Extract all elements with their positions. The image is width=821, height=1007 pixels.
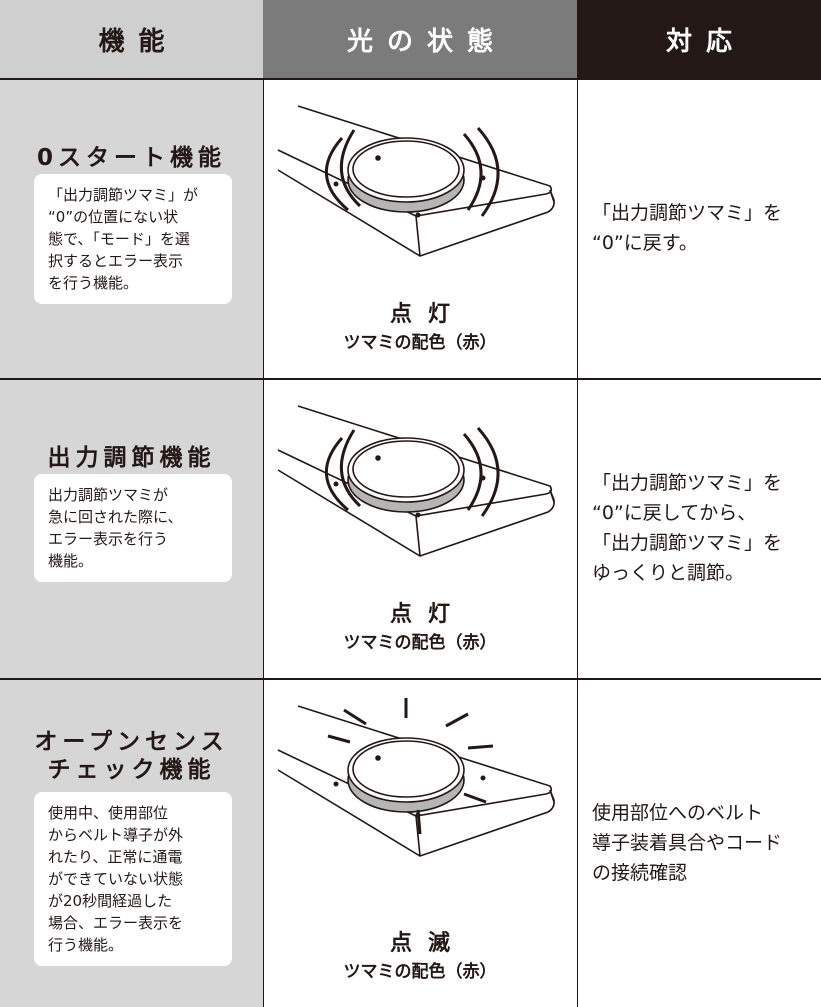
header-function: 機能 bbox=[0, 0, 263, 78]
response-cell bbox=[577, 378, 821, 678]
state-label: 点灯 bbox=[389, 602, 466, 627]
device-part bbox=[352, 740, 460, 798]
text-line: 択するとエラー表示 bbox=[48, 252, 184, 270]
device-part bbox=[445, 712, 469, 728]
text-line: 「出力調節ツマミ」を bbox=[592, 202, 783, 224]
device-part bbox=[549, 789, 555, 803]
text-line: 場合、エラー表示を bbox=[48, 914, 184, 932]
device-part bbox=[549, 189, 555, 203]
response-text: 使用部位へのベルト 導子装着具合やコード の接続確認 bbox=[592, 678, 817, 1007]
text-line: 使用中、使用部位 bbox=[48, 804, 169, 822]
response-cell bbox=[577, 78, 821, 378]
text-line: チェック機能 bbox=[47, 757, 216, 783]
function-title: 0スタート機能 bbox=[0, 144, 263, 172]
device-part bbox=[333, 781, 339, 787]
function-title: オープンセンス チェック機能 bbox=[0, 728, 263, 784]
text-line: 態で、「モード」を選 bbox=[48, 230, 190, 248]
device-part bbox=[415, 215, 421, 257]
text-line: ができていない状態 bbox=[48, 870, 184, 888]
device-part bbox=[325, 437, 349, 512]
text-line: エラー表示を行う bbox=[48, 530, 169, 548]
state-cell bbox=[263, 378, 577, 678]
header-state: 光の状態 bbox=[263, 0, 577, 78]
device-part bbox=[416, 809, 422, 835]
device-part bbox=[347, 737, 465, 803]
text-line: オープンセンス bbox=[34, 729, 229, 755]
text-line: 使用部位へのベルト bbox=[592, 801, 764, 824]
device-part bbox=[415, 815, 421, 857]
response-cell bbox=[577, 678, 821, 1007]
text-line: “0”に戻してから、 bbox=[592, 502, 757, 524]
device-part bbox=[476, 426, 500, 517]
device-part bbox=[352, 440, 460, 498]
device-part bbox=[347, 437, 465, 503]
function-description: 「出力調節ツマミ」が “0”の位置にない状 態で、「モード」を選 択するとエラー表示を… bbox=[34, 174, 232, 304]
device-part bbox=[415, 512, 421, 518]
function-title: 出力調節機能 bbox=[0, 444, 263, 472]
device-part bbox=[375, 455, 381, 461]
text-line: 導子装着具合やコード bbox=[592, 831, 783, 854]
device-part bbox=[467, 744, 494, 750]
device-illustration bbox=[277, 105, 555, 257]
color-note: ツマミの配色（赤） bbox=[343, 333, 497, 353]
device-part bbox=[347, 137, 465, 203]
color-note: ツマミの配色（赤） bbox=[343, 633, 497, 653]
device-part bbox=[340, 129, 362, 208]
function-description: 使用中、使用部位 からベルト導子が外 れたり、正常に通電 ができていない状態 が20秒間… bbox=[34, 792, 232, 966]
state-cell bbox=[263, 78, 577, 378]
text-line: 急に回された際に、 bbox=[48, 508, 183, 526]
text-line: ゆっくりと調節。 bbox=[592, 562, 745, 584]
text-line: の接続確認 bbox=[592, 861, 688, 884]
device-part bbox=[325, 137, 349, 212]
text-line: “0”の位置にない状 bbox=[48, 208, 179, 226]
text-line: 「出力調節ツマミ」が bbox=[48, 186, 199, 204]
response-text: 「出力調節ツマミ」を “0”に戻してから、 「出力調節ツマミ」を ゆっくりと調節。 bbox=[592, 378, 817, 678]
device-part bbox=[476, 126, 500, 217]
text-line: 機能。 bbox=[48, 552, 94, 570]
color-note: ツマミの配色（赤） bbox=[343, 962, 497, 982]
device-part bbox=[463, 792, 487, 804]
device-part bbox=[375, 755, 381, 761]
device-part bbox=[327, 734, 351, 744]
state-label: 点灯 bbox=[389, 302, 466, 327]
text-line: れたり、正常に通電 bbox=[48, 848, 183, 866]
state-label: 点滅 bbox=[389, 931, 466, 956]
text-line: からベルト導子が外 bbox=[48, 826, 184, 844]
device-illustration bbox=[277, 405, 555, 557]
text-line: 出力調節ツマミが bbox=[48, 486, 169, 504]
device-part bbox=[415, 212, 421, 218]
text-line: “0”に戻す。 bbox=[592, 232, 698, 254]
text-line: 0スタート機能 bbox=[36, 145, 226, 171]
function-description: 出力調節ツマミが 急に回された際に、 エラー表示を行う 機能。 bbox=[34, 474, 232, 582]
device-part bbox=[462, 433, 483, 511]
device-part bbox=[462, 133, 483, 211]
device-illustration bbox=[277, 698, 555, 857]
text-line: 出力調節機能 bbox=[47, 445, 216, 471]
text-line: 行う機能。 bbox=[48, 936, 124, 954]
device-part bbox=[415, 515, 421, 557]
device-part bbox=[333, 481, 339, 487]
text-line: を行う機能。 bbox=[48, 274, 139, 292]
text-line: が20秒間経過した bbox=[48, 892, 173, 910]
device-part bbox=[343, 708, 367, 726]
device-part bbox=[480, 775, 486, 781]
text-line: 「出力調節ツマミ」を bbox=[592, 472, 783, 494]
device-part bbox=[375, 155, 381, 161]
device-part bbox=[340, 429, 362, 508]
state-cell bbox=[263, 678, 577, 1007]
response-text: 「出力調節ツマミ」を “0”に戻す。 bbox=[592, 78, 817, 378]
device-part bbox=[549, 489, 555, 503]
device-part bbox=[352, 140, 460, 198]
device-part bbox=[333, 181, 339, 187]
header-response: 対応 bbox=[577, 0, 821, 78]
text-line: 「出力調節ツマミ」を bbox=[592, 532, 783, 554]
